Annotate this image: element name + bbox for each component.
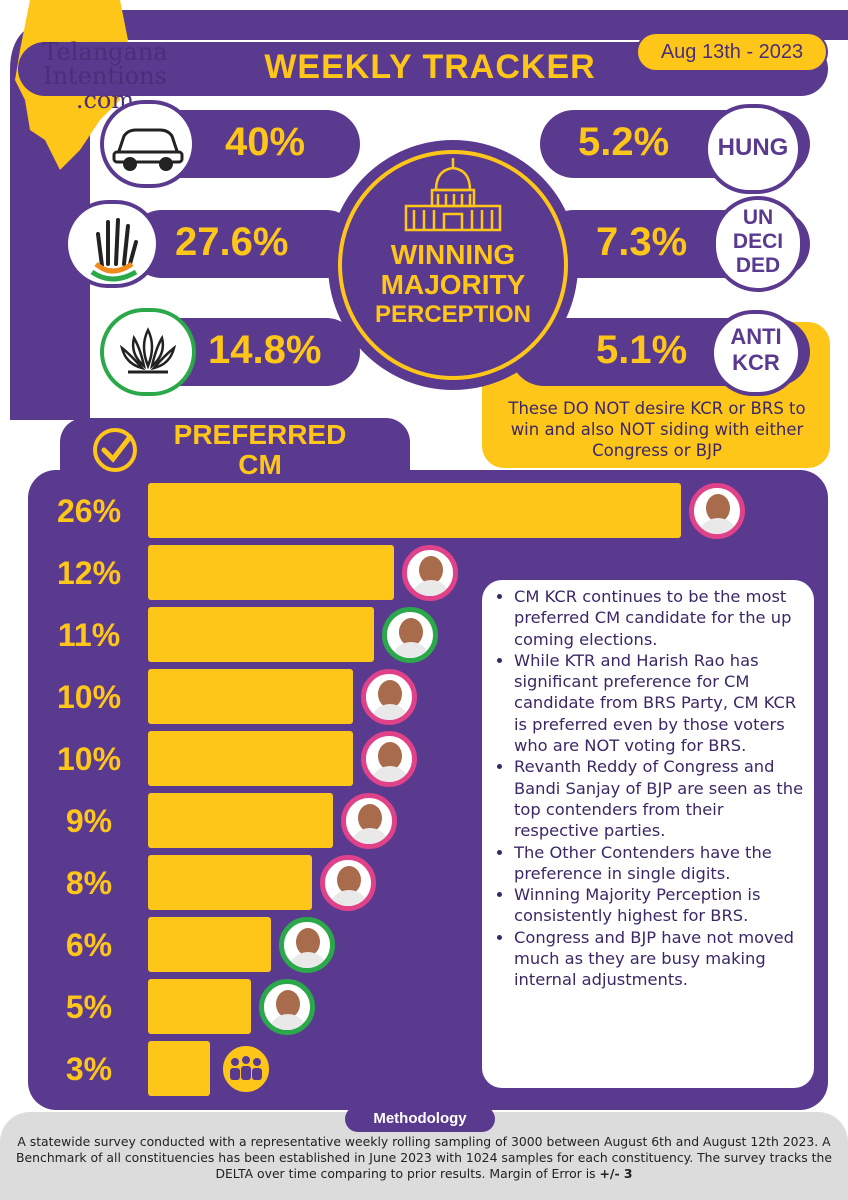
anti-kcr-line1: ANTI [730,324,782,349]
left-value-3: 14.8% [208,328,322,372]
notes-list: CM KCR continues to be the most preferre… [514,586,804,991]
car-icon [100,100,196,188]
note-item: CM KCR continues to be the most preferre… [514,586,804,650]
note-item: While KTR and Harish Rao has significant… [514,650,804,756]
center-title-line2: MAJORITY [380,269,526,300]
note-item: Winning Majority Perception is consisten… [514,884,804,927]
methodology-text: A statewide survey conducted with a repr… [10,1134,838,1182]
logo-line2: Intentions [43,62,167,90]
note-item: Revanth Reddy of Congress and Bandi Sanj… [514,756,804,841]
left-value-2: 27.6% [175,220,289,264]
right-value-1: 5.2% [578,120,670,164]
hung-label: HUNG [717,134,789,161]
logo-line1: Telangana [42,38,168,66]
undecided-line1: UN [742,206,774,229]
note-item: The Other Contenders have the preference… [514,842,804,885]
left-pill-2 [128,210,360,278]
anti-kcr-note: These DO NOT desire KCR or BRS to win an… [508,399,806,460]
date-badge: Aug 13th - 2023 [636,32,828,72]
note-item: Congress and BJP have not moved much as … [514,927,804,991]
hung-badge [704,104,802,194]
undecided-badge [712,196,804,292]
anti-kcr-line2: KCR [732,350,780,375]
center-title-line3: PERCEPTION [374,301,532,328]
methodology-body: A statewide survey conducted with a repr… [16,1134,832,1181]
undecided-line3: DED [735,254,781,277]
left-value-1: 40% [225,120,306,164]
margin-of-error: +/- 3 [599,1166,633,1181]
preferred-cm-line1: PREFERRED [173,419,347,450]
undecided-label: UN DECI DED [712,206,804,278]
hand-icon [64,200,160,288]
capitol-icon [404,158,502,232]
right-value-2: 7.3% [596,220,688,264]
methodology-title: Methodology [345,1106,495,1132]
right-value-3: 5.1% [596,328,688,372]
check-circle-icon [93,428,137,472]
anti-kcr-badge [710,310,802,396]
notes-box: CM KCR continues to be the most preferre… [482,580,814,1088]
lotus-icon [100,308,196,396]
preferred-cm-line2: CM [238,449,282,480]
center-title: WINNING MAJORITY PERCEPTION [338,240,568,330]
anti-kcr-label: ANTI KCR [710,324,802,376]
undecided-line2: DECI [732,230,784,253]
page-title: WEEKLY TRACKER [264,48,596,86]
preferred-cm-title: PREFERRED CM [150,420,370,480]
center-circle-ring [338,150,568,380]
center-title-line1: WINNING [390,239,516,270]
